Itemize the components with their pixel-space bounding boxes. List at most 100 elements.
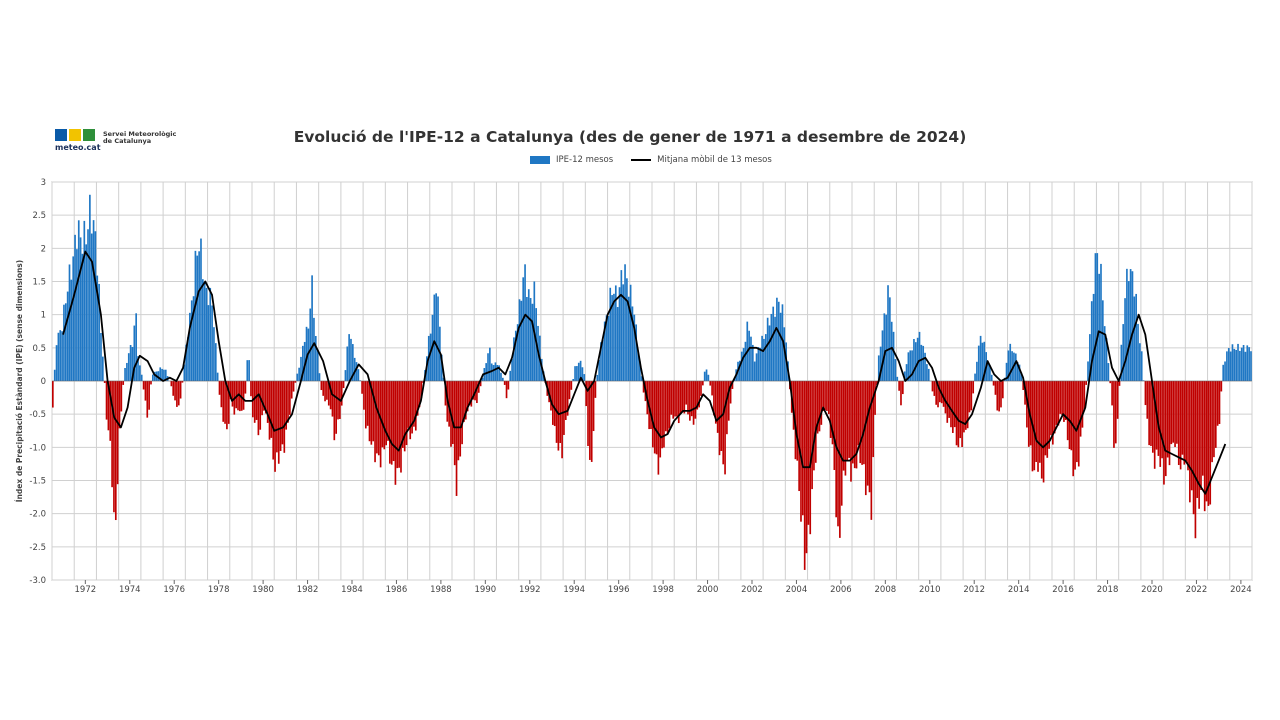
ipe-bar (740, 351, 743, 381)
ipe-bar (827, 381, 830, 415)
ipe-bar (850, 381, 852, 482)
ipe-bar (1089, 334, 1091, 381)
ipe-bar (257, 381, 260, 436)
ipe-bar (357, 369, 360, 381)
ipe-bar (179, 381, 182, 399)
ipe-bar (559, 381, 562, 444)
ipe-bar (616, 307, 619, 381)
ipe-bar (433, 294, 436, 381)
ipe-bar (513, 337, 515, 381)
ipe-bar (1113, 381, 1115, 448)
ipe-bar (87, 229, 89, 381)
ipe-bar (620, 270, 623, 381)
ipe-bar (1205, 381, 1208, 502)
ipe-bar (655, 381, 658, 455)
legend-line-label: Mitjana mòbil de 13 mesos (657, 155, 772, 165)
chart-legend: IPE-12 mesos Mitjana mòbil de 13 mesos (530, 155, 772, 169)
ipe-bar (437, 296, 439, 381)
ipe-bar (379, 381, 382, 468)
ipe-bar (629, 284, 632, 381)
ipe-bar (174, 381, 176, 401)
ipe-bar (933, 381, 936, 396)
ipe-bar (83, 220, 86, 381)
ipe-bar (557, 381, 560, 451)
ipe-bar (146, 381, 149, 418)
y-tick-label: 1 (41, 311, 46, 321)
ipe-bar (611, 295, 613, 381)
ipe-bar (881, 330, 884, 381)
ipe-bar (696, 381, 699, 410)
ipe-bar (413, 381, 415, 427)
ipe-bar (1177, 381, 1180, 466)
ipe-bar (596, 374, 599, 381)
ipe-bar (898, 381, 900, 391)
ipe-bar (574, 366, 576, 381)
ipe-bar (1122, 324, 1125, 381)
ipe-bar (1124, 298, 1126, 381)
ipe-bar (318, 373, 321, 381)
ipe-bar (442, 377, 445, 381)
ipe-bar (1179, 381, 1182, 470)
ipe-bar (816, 381, 819, 434)
ipe-bar (68, 264, 71, 381)
ipe-bar (124, 368, 126, 381)
ipe-bar (640, 376, 643, 381)
ipe-bar (700, 381, 702, 396)
x-tick-label: 1986 (386, 585, 408, 595)
ipe-bar (192, 296, 195, 381)
ipe-bar (294, 381, 297, 383)
ipe-bar (246, 360, 249, 381)
y-tick-label: -3.0 (29, 576, 46, 586)
ipe-bar (1150, 381, 1152, 446)
ipe-bar (326, 381, 328, 400)
ipe-bar (418, 381, 421, 408)
ipe-bar (1005, 362, 1008, 381)
ipe-bar (161, 368, 163, 381)
ipe-bar (340, 381, 343, 406)
ipe-bar (1224, 361, 1226, 381)
ipe-bar (1129, 269, 1132, 381)
ipe-bar (411, 381, 413, 434)
meteocat-logo-mark (55, 127, 99, 154)
ipe-bar (1061, 381, 1063, 415)
ipe-bar (455, 381, 458, 496)
ipe-bar (74, 234, 76, 381)
ipe-bar (270, 381, 273, 438)
ipe-bar (802, 381, 804, 516)
ipe-bar (1148, 381, 1150, 446)
ipe-bar (305, 326, 308, 381)
ipe-bar (703, 371, 706, 381)
ipe-bar (140, 374, 143, 381)
ipe-bar (289, 381, 291, 415)
ipe-bar (59, 330, 62, 381)
ipe-bar (390, 381, 393, 465)
ipe-bar (487, 353, 489, 381)
ipe-bar (770, 313, 773, 381)
ipe-bar (220, 381, 223, 408)
ipe-bar (637, 350, 639, 381)
ipe-bar (203, 281, 206, 381)
ipe-bar (776, 297, 778, 381)
ipe-bar (224, 381, 226, 424)
ipe-bar (1016, 362, 1019, 381)
ipe-bar (931, 381, 934, 392)
ipe-bar (742, 348, 745, 381)
ipe-bar (609, 287, 612, 381)
ipe-bar (674, 381, 676, 417)
ipe-bar (577, 362, 580, 381)
ipe-bar (677, 381, 680, 424)
ipe-bar (570, 381, 573, 390)
ipe-bar (120, 381, 123, 412)
ipe-bar (1118, 381, 1121, 386)
ipe-bar (402, 381, 404, 448)
ipe-bar (1094, 253, 1097, 381)
x-tick-label: 1996 (608, 585, 630, 595)
ipe-bar (520, 300, 523, 381)
ipe-bar (961, 381, 963, 448)
ipe-bar (489, 347, 491, 381)
ipe-bar (507, 381, 510, 390)
ipe-bar (809, 381, 812, 535)
ipe-bar (1083, 381, 1086, 411)
ipe-bar (948, 381, 950, 418)
ipe-bar (1068, 381, 1071, 450)
